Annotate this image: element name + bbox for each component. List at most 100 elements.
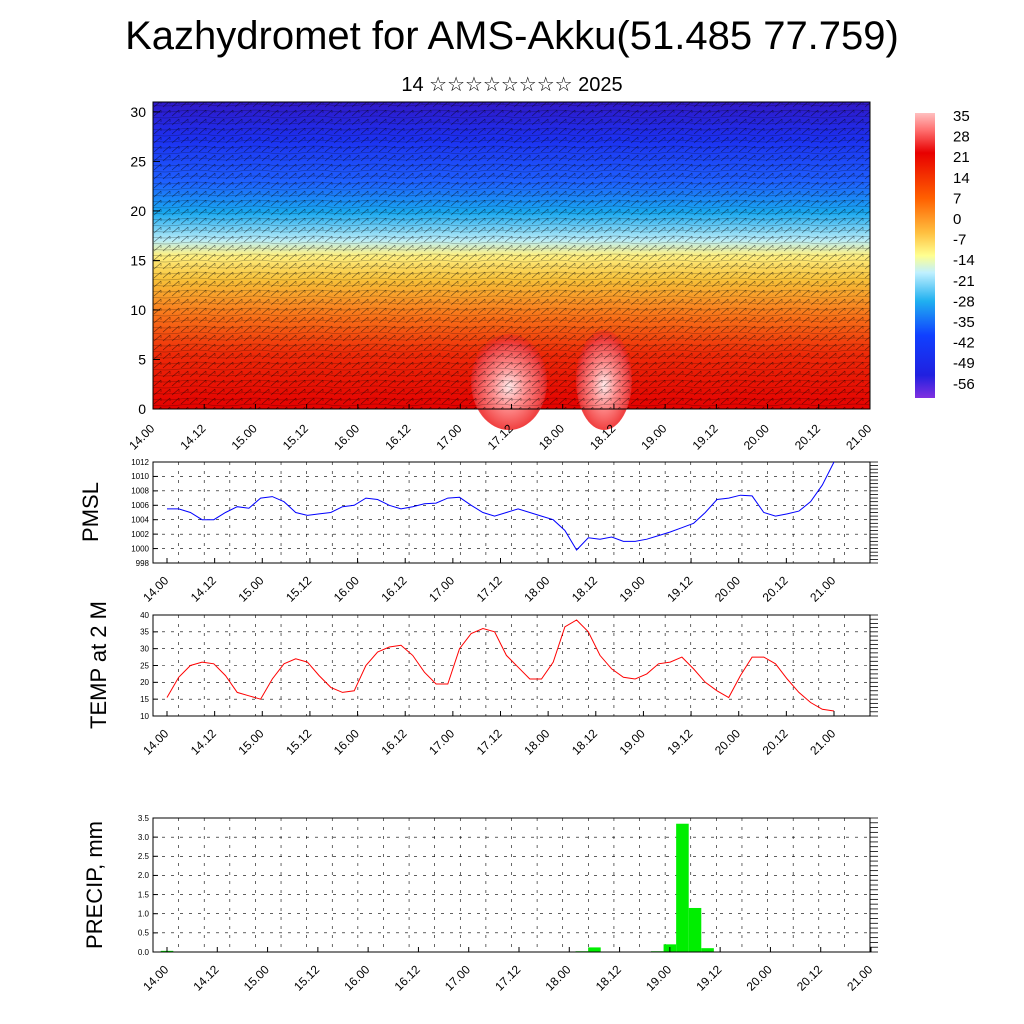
colorbar-label: -56 — [953, 376, 975, 393]
temp-ytick-label: 20 — [140, 678, 149, 687]
precip-xtick-label: 19.00 — [643, 962, 674, 993]
pmsl-ytick-label: 1008 — [131, 487, 149, 496]
pmsl-ytick-label: 1000 — [131, 544, 149, 553]
page-subtitle: 14 ☆☆☆☆☆☆☆☆ 2025 — [401, 74, 623, 96]
pmsl-xtick-label: 21.00 — [807, 573, 838, 604]
colorbar-label: -28 — [953, 293, 975, 310]
heat-ytick-label: 30 — [130, 104, 146, 120]
heat-xtick-label: 17.00 — [434, 421, 465, 452]
precip-bar — [676, 823, 689, 952]
pmsl-frame — [152, 461, 871, 564]
pmsl-chart: 998 1000 1002 1004 1006 1008 1010 1012 14.00 14.… — [78, 458, 878, 605]
page-title: Kazhydromet for AMS-Akku(51.485 77.759) — [125, 14, 899, 58]
precip-ylabel: PRECIP, mm — [82, 821, 107, 949]
precip-xtick-label: 15.12 — [291, 962, 322, 993]
heat-xtick-label: 20.00 — [741, 421, 772, 452]
temp-xtick-label: 16.00 — [331, 726, 362, 757]
colorbar-label: -49 — [953, 355, 975, 372]
heat-ytick-label: 10 — [130, 302, 146, 318]
pmsl-xtick-label: 17.12 — [474, 573, 505, 604]
colorbar: 35 28 21 14 7 0 -7 -14 -21 -28 -35 -42 -49 -56 — [915, 108, 975, 398]
temp-ytick-label: 10 — [140, 712, 149, 721]
precip-xtick-label: 14.12 — [191, 962, 222, 993]
pmsl-xtick-label: 14.00 — [140, 573, 171, 604]
pmsl-ytick-label: 1012 — [131, 458, 149, 467]
temp-xtick-label: 20.00 — [712, 726, 743, 757]
pmsl-xtick-label: 18.00 — [521, 573, 552, 604]
precip-ytick-label: 0.0 — [138, 948, 150, 957]
heat-ytick-label: 15 — [130, 252, 146, 268]
colorbar-label: 14 — [953, 170, 970, 187]
precip-xtick-label: 18.12 — [593, 962, 624, 993]
pmsl-xtick-label: 14.12 — [188, 573, 219, 604]
precip-ytick-label: 2.0 — [138, 871, 150, 880]
temp-xtick-label: 18.00 — [521, 726, 552, 757]
temp-xtick-label: 14.12 — [188, 726, 219, 757]
precip-xtick-label: 20.12 — [794, 962, 825, 993]
heat-ytick-label: 25 — [130, 153, 146, 169]
colorbar-label: 21 — [953, 149, 970, 166]
temp-xtick-label: 14.00 — [140, 726, 171, 757]
pmsl-xtick-label: 19.12 — [664, 573, 695, 604]
temp-ytick-label: 15 — [140, 695, 149, 704]
pmsl-ytick-label: 1002 — [131, 530, 149, 539]
pmsl-xtick-label: 17.00 — [426, 573, 457, 604]
pmsl-ytick-label: 998 — [136, 559, 150, 568]
temp-xtick-label: 15.00 — [236, 726, 267, 757]
temp-xtick-label: 19.12 — [664, 726, 695, 757]
temperature-cross-section: 0 5 10 15 20 25 30 14.00 14.12 15.00 15.12 16.00 16… — [126, 101, 875, 453]
precip-ytick-label: 1.0 — [138, 910, 150, 919]
precip-ytick-label: 2.5 — [138, 852, 150, 861]
heat-xtick-label: 15.00 — [229, 421, 260, 452]
heat-xtick-label: 19.12 — [690, 421, 721, 452]
pmsl-xtick-label: 20.12 — [760, 573, 791, 604]
heat-xtick-label: 15.12 — [280, 421, 311, 452]
precip-xtick-label: 18.00 — [543, 962, 574, 993]
wind-barbs-overlay — [153, 102, 870, 409]
pmsl-xtick-label: 16.12 — [378, 573, 409, 604]
temp-ytick-label: 30 — [140, 644, 149, 653]
colorbar-label: 28 — [953, 129, 970, 146]
pmsl-xtick-label: 16.00 — [331, 573, 362, 604]
colorbar-label: -42 — [953, 335, 975, 352]
temp-xtick-label: 16.12 — [378, 726, 409, 757]
precip-xtick-label: 19.12 — [693, 962, 724, 993]
colorbar-label: -7 — [953, 232, 966, 249]
colorbar-label: 0 — [953, 211, 961, 228]
temp-xtick-label: 17.12 — [474, 726, 505, 757]
colorbar-label: 7 — [953, 190, 961, 207]
precip-xtick-label: 15.00 — [241, 962, 272, 993]
heat-ytick-label: 20 — [130, 203, 146, 219]
heat-xtick-label: 16.00 — [331, 421, 362, 452]
pmsl-ytick-label: 1006 — [131, 501, 149, 510]
heat-xtick-label: 18.00 — [536, 421, 567, 452]
temp-xtick-label: 15.12 — [283, 726, 314, 757]
temp-series-line — [166, 619, 835, 712]
precip-bar — [588, 947, 601, 952]
precip-chart: 0.0 0.5 1.0 1.5 2.0 2.5 3.0 3.5 14.00 14.12 15.00… — [82, 814, 878, 994]
heat-xtick-label: 20.12 — [792, 421, 823, 452]
precip-xtick-label: 21.00 — [844, 962, 875, 993]
heat-xtick-label: 19.00 — [638, 421, 669, 452]
heat-xtick-label: 21.00 — [843, 421, 874, 452]
heat-ytick-label: 0 — [138, 401, 146, 417]
precip-ytick-label: 0.5 — [138, 929, 150, 938]
precip-ytick-label: 3.0 — [138, 833, 150, 842]
precip-xtick-label: 17.00 — [442, 962, 473, 993]
heat-xtick-label: 14.12 — [177, 421, 208, 452]
precip-ytick-label: 3.5 — [138, 814, 150, 823]
precip-xtick-label: 20.00 — [744, 962, 775, 993]
precip-bar — [688, 907, 702, 952]
heat-ytick-label: 5 — [138, 351, 146, 367]
precip-xtick-label: 16.00 — [341, 962, 372, 993]
temp-frame — [152, 614, 871, 717]
pmsl-series-line — [167, 461, 835, 551]
pmsl-ytick-label: 1010 — [131, 472, 149, 481]
colorbar-label: -21 — [953, 273, 975, 290]
colorbar-label: -35 — [953, 314, 975, 331]
pmsl-xtick-label: 18.12 — [569, 573, 600, 604]
colorbar-gradient — [915, 113, 935, 398]
precip-ytick-label: 1.5 — [138, 890, 150, 899]
temp-ytick-label: 35 — [140, 628, 149, 637]
